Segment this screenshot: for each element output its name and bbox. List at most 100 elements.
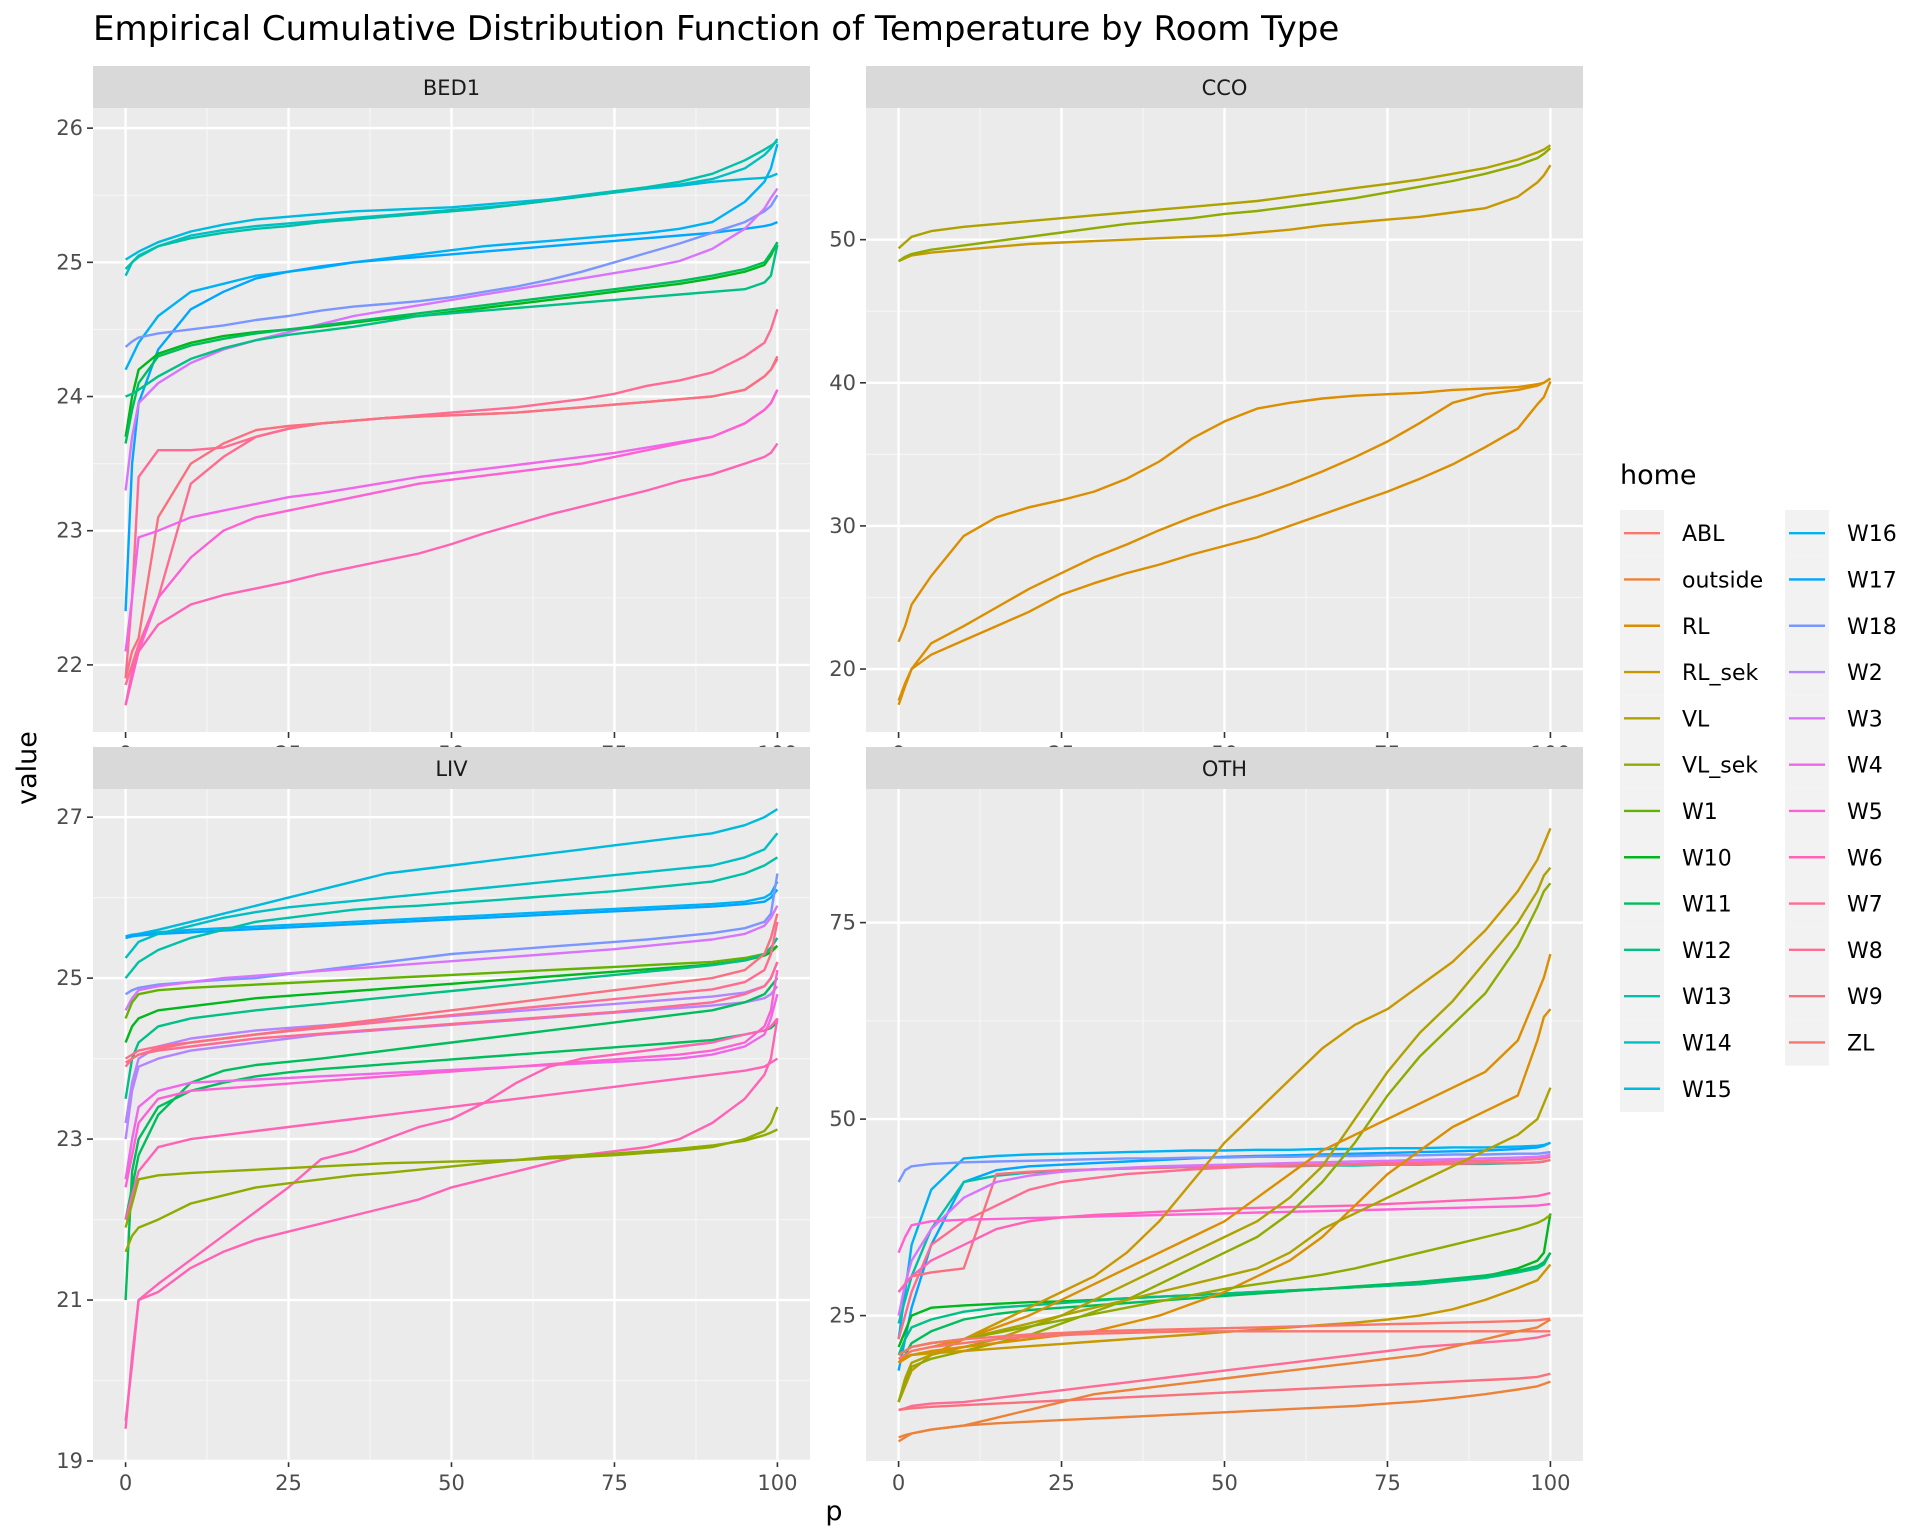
facet-panel-oth: OTH 0 25 50 75 100 25 50 75 (829, 747, 1583, 1495)
series-line-w13 (124, 856, 779, 979)
legend-label: ZL (1847, 1031, 1875, 1056)
facet-strip (866, 66, 1583, 108)
y-tick-label: 19 (56, 1449, 83, 1473)
series-line-w3 (897, 1153, 1551, 1316)
x-tick-label: 0 (892, 1471, 905, 1495)
series-line-w16 (897, 1141, 1551, 1340)
facet-strip (93, 66, 810, 108)
legend-item-w4: W4 (1785, 741, 1883, 788)
legend-item-w2: W2 (1785, 648, 1883, 696)
y-tick-label: 50 (829, 228, 856, 252)
legend-label: RL (1682, 615, 1710, 640)
y-tick-label: 75 (829, 911, 856, 935)
legend-item-vl: VL (1620, 695, 1710, 742)
series-line-w12 (125, 244, 779, 398)
series-line-w5 (124, 389, 779, 706)
series-line-w15 (125, 808, 779, 940)
x-tick-label: 25 (275, 1471, 302, 1495)
y-tick-label: 22 (56, 653, 83, 677)
legend-item-abl: ABL (1620, 510, 1725, 557)
series-line-w5 (897, 1202, 1551, 1254)
legend-label: RL_sek (1682, 661, 1759, 686)
series-line-w9 (898, 1372, 1551, 1412)
series-lines (897, 144, 1552, 706)
series-line-w4 (124, 993, 779, 1180)
series-line-w6 (124, 1017, 779, 1421)
x-tick-label: 50 (1211, 1471, 1238, 1495)
legend-label: W12 (1682, 939, 1732, 964)
x-tick-label: 75 (1374, 1471, 1401, 1495)
series-line-w11 (897, 1252, 1552, 1364)
series-line-w7 (898, 1333, 1551, 1412)
series-line-w15 (124, 172, 778, 261)
facet-strip (866, 747, 1583, 789)
series-line-w11 (124, 241, 779, 444)
series-line-rl_sek (898, 164, 1552, 263)
legend-item-w16: W16 (1785, 510, 1897, 557)
facet-strip-label: LIV (435, 757, 468, 781)
y-tick-label: 21 (56, 1288, 83, 1312)
facet-strip-label: OTH (1202, 757, 1247, 781)
legend-item-w10: W10 (1620, 834, 1732, 881)
legend-label: W16 (1847, 522, 1897, 547)
series-line-w8 (897, 1155, 1551, 1340)
series-line-w18 (897, 1150, 1551, 1183)
legend-item-w1: W1 (1620, 787, 1718, 835)
x-axis-title: p (825, 1496, 842, 1527)
legend-label: ABL (1682, 522, 1725, 547)
x-tick-label: 75 (601, 1471, 628, 1495)
series-line-w10 (124, 241, 779, 437)
legend-item-w5: W5 (1785, 787, 1883, 835)
legend-label: W4 (1847, 754, 1883, 779)
legend-label: W8 (1847, 939, 1883, 964)
legend-label: W2 (1847, 661, 1883, 686)
legend-item-w17: W17 (1785, 556, 1897, 603)
series-line-rl (897, 377, 1552, 643)
series-line-w6 (124, 1018, 779, 1429)
legend-item-outside: outside (1620, 556, 1763, 603)
legend-label: W7 (1847, 893, 1883, 918)
series-line-w3 (124, 905, 779, 1011)
y-tick-label: 23 (56, 519, 83, 543)
x-tick-label: 100 (1530, 1471, 1570, 1495)
series-line-w9 (124, 355, 779, 679)
facet-panel-bed1: BED102550751002223242526 (56, 66, 810, 766)
legend-item-w13: W13 (1620, 973, 1732, 1020)
legend-label: W14 (1682, 1031, 1732, 1056)
legend-title: home (1620, 460, 1697, 491)
facet-panel-cco: CCO025507510020304050 (829, 66, 1583, 766)
y-tick-label: 23 (56, 1127, 83, 1151)
series-line-vl_sek (124, 1128, 778, 1253)
series-lines (124, 808, 779, 1429)
legend-label: VL (1682, 707, 1710, 732)
series-line-w9 (124, 913, 779, 1064)
legend-label: W11 (1682, 893, 1732, 918)
series-line-w14 (124, 832, 779, 959)
y-tick-label: 24 (56, 385, 83, 409)
legend-item-w15: W15 (1620, 1065, 1732, 1112)
legend-item-zl: ZL (1785, 1019, 1875, 1066)
legend-item-rl_sek: RL_sek (1620, 648, 1759, 696)
series-line-w16 (125, 881, 779, 938)
y-axis-title: value (12, 731, 43, 805)
legend-label: W17 (1847, 568, 1897, 593)
series-line-rl (897, 1008, 1552, 1364)
x-tick-label: 25 (1048, 1471, 1075, 1495)
legend-label: W3 (1847, 707, 1883, 732)
facet-panel-liv: LIV 0 25 50 75 100 19 21 23 25 27 (56, 747, 810, 1495)
series-line-w6 (897, 1191, 1551, 1293)
legend-label: W13 (1682, 985, 1732, 1010)
legend-label: W5 (1847, 800, 1883, 825)
series-line-w6 (124, 1057, 779, 1220)
x-tick-label: 0 (119, 1471, 132, 1495)
series-line-vl_sek (897, 147, 1552, 263)
y-tick-label: 20 (829, 657, 856, 681)
series-line-w1 (124, 944, 779, 1019)
series-line-w18 (124, 194, 779, 348)
series-line-w12 (897, 1252, 1552, 1356)
legend-item-w12: W12 (1620, 926, 1732, 973)
legend-label: W18 (1847, 615, 1897, 640)
legend-label: VL_sek (1682, 754, 1758, 779)
series-line-rl (897, 380, 1552, 701)
